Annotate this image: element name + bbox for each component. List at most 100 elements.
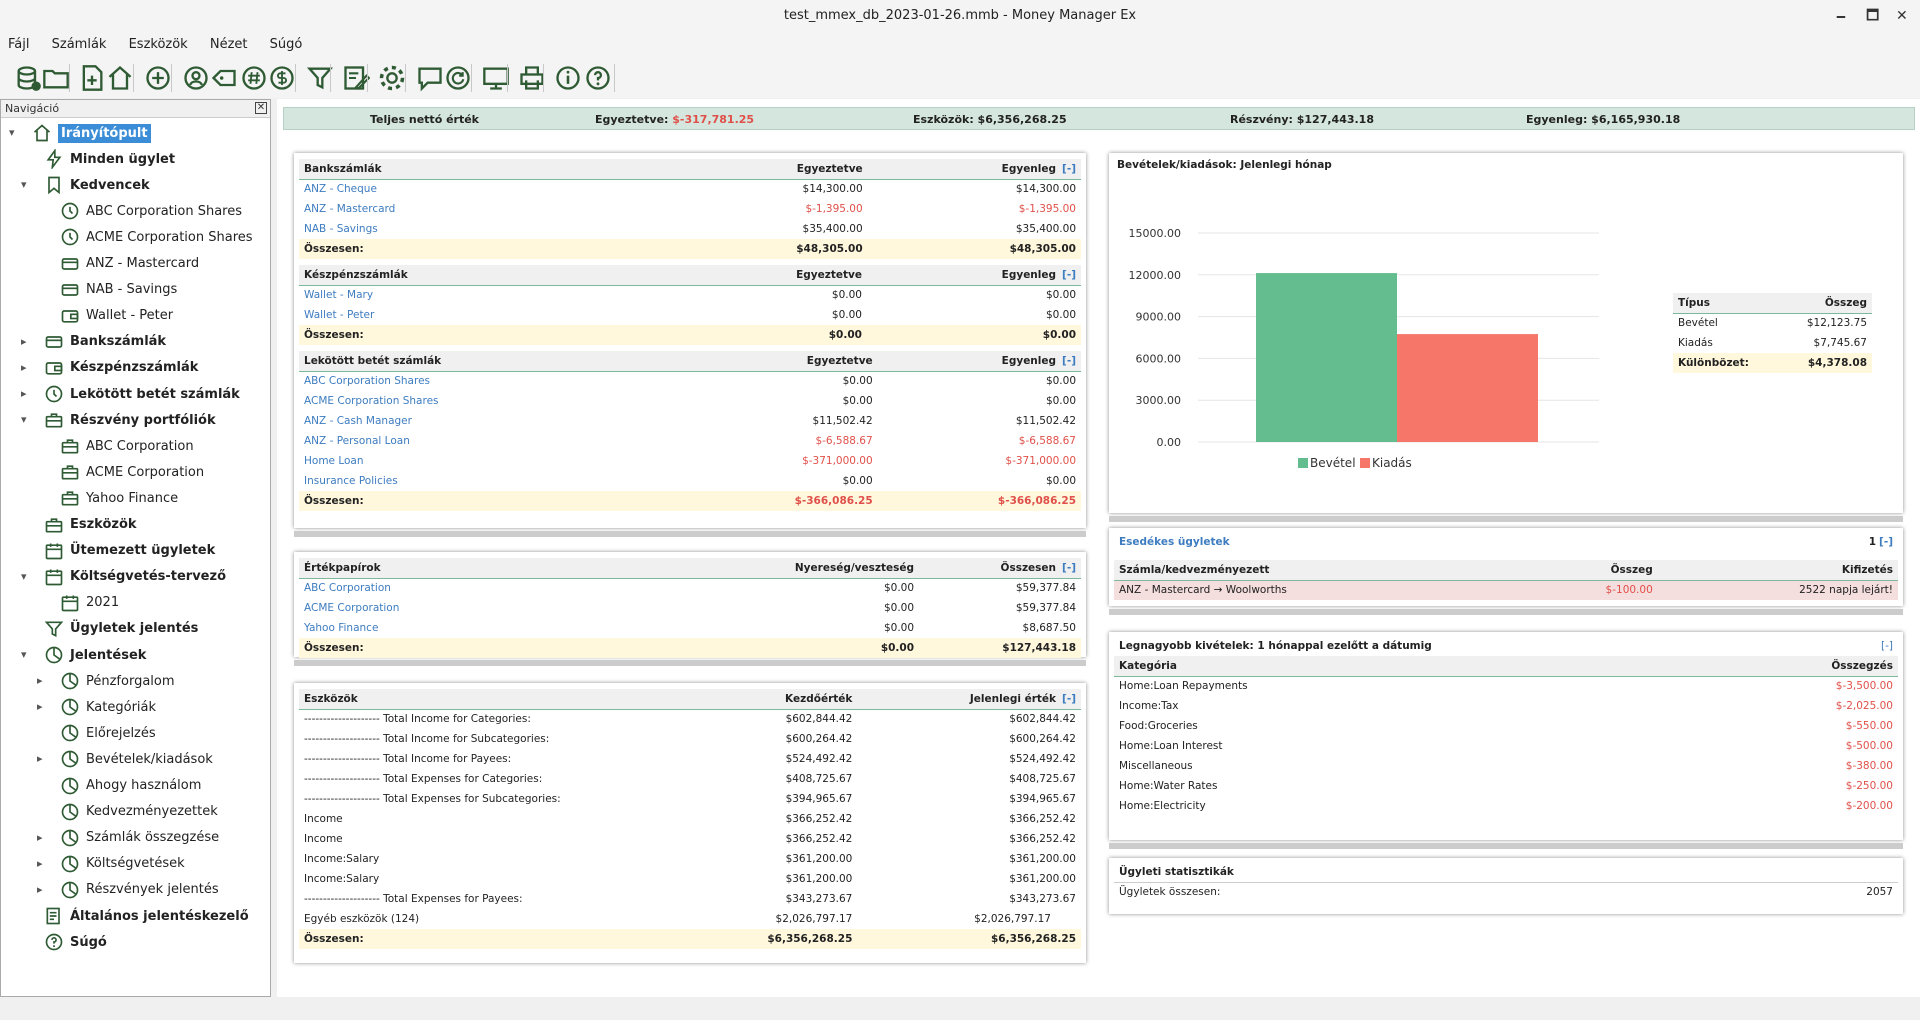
nav-item[interactable]: Előrejelzés xyxy=(59,720,156,746)
nav-item[interactable]: ▸ Készpénzszámlák xyxy=(21,355,198,381)
account-link[interactable]: ACME Corporation Shares xyxy=(304,395,439,407)
nav-item[interactable]: NAB - Savings xyxy=(59,277,177,303)
print-icon[interactable] xyxy=(516,62,548,94)
community-icon[interactable] xyxy=(414,62,446,94)
nav-item[interactable]: ▸ Részvények jelentés xyxy=(37,877,219,903)
transaction-report-icon[interactable] xyxy=(340,62,372,94)
nav-item[interactable]: Ügyletek jelentés xyxy=(43,616,198,642)
bar[interactable] xyxy=(1256,273,1397,442)
income-expense-chart: 15000.00 12000.00 9000.00 6000.00 3000.00 0.0… xyxy=(1129,227,1599,470)
menu-file[interactable]: Fájl xyxy=(8,37,30,52)
chevron-right-icon[interactable]: ▸ xyxy=(37,752,43,766)
chevron-right-icon[interactable]: ▸ xyxy=(37,856,43,870)
account-link[interactable]: ANZ - Cash Manager xyxy=(304,415,412,427)
nav-item[interactable]: ▸ Számlák összegzése xyxy=(37,825,219,851)
new-transaction-icon[interactable] xyxy=(142,62,174,94)
collapse-toggle[interactable]: [-] xyxy=(1062,162,1076,175)
categories-icon[interactable] xyxy=(238,62,270,94)
collapse-toggle[interactable]: [-] xyxy=(1881,640,1893,652)
settings-icon[interactable] xyxy=(376,62,408,94)
account-link[interactable]: Home Loan xyxy=(304,455,364,467)
close-icon[interactable]: ✕ xyxy=(1896,8,1908,24)
nav-item[interactable]: ▸ Költségvetések xyxy=(37,851,185,877)
nav-item[interactable]: Eszközök xyxy=(43,512,137,538)
refresh-icon[interactable] xyxy=(442,62,474,94)
about-icon[interactable] xyxy=(552,62,584,94)
payees-icon[interactable] xyxy=(180,62,212,94)
account-link[interactable]: ABC Corporation Shares xyxy=(304,375,431,388)
nav-item[interactable]: Általános jelentéskezelő xyxy=(43,903,249,929)
table-row[interactable]: ANZ - Mastercard → Woolworths $-100.00 252… xyxy=(1114,580,1898,600)
currencies-icon[interactable] xyxy=(266,62,298,94)
nav-item[interactable]: ▸ Lekötött betét számlák xyxy=(21,381,240,407)
nav-item[interactable]: ▾ Jelentések xyxy=(21,642,146,668)
account-link[interactable]: Wallet - Peter xyxy=(304,309,375,321)
account-link[interactable]: ANZ - Cheque xyxy=(304,183,377,196)
chevron-right-icon[interactable]: ▸ xyxy=(21,387,27,400)
chevron-down-icon[interactable]: ▾ xyxy=(21,569,27,583)
nav-item[interactable]: ▸ Kategóriák xyxy=(37,694,156,720)
due-title[interactable]: Esedékes ügyletek xyxy=(1114,532,1526,552)
new-account-icon[interactable] xyxy=(76,62,108,94)
nav-item[interactable]: 2021 xyxy=(59,590,119,616)
chevron-down-icon[interactable]: ▾ xyxy=(9,126,15,139)
nav-item[interactable]: ▾ Irányítópult xyxy=(9,120,151,146)
nav-item[interactable]: ACME Corporation xyxy=(59,459,204,485)
menu-help[interactable]: Súgó xyxy=(269,37,303,52)
nav-item[interactable]: ▸ Bankszámlák xyxy=(21,329,166,355)
account-link[interactable]: ABC Corporation xyxy=(304,582,391,595)
chevron-right-icon[interactable]: ▸ xyxy=(37,882,43,896)
nav-item[interactable]: ABC Corporation Shares xyxy=(59,198,242,224)
nav-item[interactable]: ▸ Bevételek/kiadások xyxy=(37,746,213,772)
chevron-down-icon[interactable]: ▾ xyxy=(21,178,27,192)
transaction-filter-icon[interactable] xyxy=(304,62,336,94)
close-icon[interactable]: ✕ xyxy=(255,102,267,114)
nav-item[interactable]: ACME Corporation Shares xyxy=(59,224,253,250)
nav-item[interactable]: ▾ Részvény portfóliók xyxy=(21,407,216,433)
open-database-icon[interactable] xyxy=(40,62,72,94)
menu-tools[interactable]: Eszközök xyxy=(128,37,188,52)
nav-item[interactable]: Ahogy használom xyxy=(59,773,201,799)
nav-item[interactable]: ANZ - Mastercard xyxy=(59,251,199,277)
pie-icon xyxy=(59,775,81,797)
nav-item[interactable]: Wallet - Peter xyxy=(59,303,173,329)
nav-item[interactable]: ▸ Pénzforgalom xyxy=(37,668,175,694)
account-link[interactable]: Wallet - Mary xyxy=(304,289,374,302)
menu-accounts[interactable]: Számlák xyxy=(51,37,107,52)
nav-item[interactable]: Ütemezett ügyletek xyxy=(43,538,215,564)
menu-view[interactable]: Nézet xyxy=(209,37,248,52)
nav-item[interactable]: Yahoo Finance xyxy=(59,485,178,511)
collapse-toggle[interactable]: [-] xyxy=(1879,536,1893,548)
tags-icon[interactable] xyxy=(208,62,240,94)
nav-item[interactable]: Kedvezményezettek xyxy=(59,799,218,825)
account-link[interactable]: Insurance Policies xyxy=(304,475,398,487)
new-database-icon[interactable] xyxy=(12,62,44,94)
bar[interactable] xyxy=(1397,334,1538,442)
account-link[interactable]: NAB - Savings xyxy=(304,223,378,235)
help-icon[interactable] xyxy=(582,62,614,94)
nav-item[interactable]: ▾ Költségvetés-tervező xyxy=(21,564,226,590)
chevron-down-icon[interactable]: ▾ xyxy=(21,413,27,427)
chevron-right-icon[interactable]: ▸ xyxy=(21,334,27,348)
dashboard-icon[interactable] xyxy=(104,62,136,94)
value-cell: $394,965.67 xyxy=(785,793,853,805)
nav-item[interactable]: ABC Corporation xyxy=(59,433,194,459)
account-link[interactable]: Yahoo Finance xyxy=(304,622,379,634)
account-link[interactable]: ANZ - Personal Loan xyxy=(304,435,410,447)
account-link[interactable]: ACME Corporation xyxy=(304,602,400,614)
collapse-toggle[interactable]: [-] xyxy=(1062,354,1076,367)
collapse-toggle[interactable]: [-] xyxy=(1062,692,1076,705)
collapse-toggle[interactable]: [-] xyxy=(1062,268,1076,281)
nav-item[interactable]: Súgó xyxy=(43,929,107,955)
collapse-toggle[interactable]: [-] xyxy=(1062,561,1076,574)
minimize-icon[interactable]: 🗕 xyxy=(1836,8,1846,24)
chevron-right-icon[interactable]: ▸ xyxy=(21,360,27,374)
nav-item[interactable]: Minden ügylet xyxy=(43,146,175,172)
chevron-right-icon[interactable]: ▸ xyxy=(37,700,43,714)
chevron-down-icon[interactable]: ▾ xyxy=(21,648,27,661)
nav-item[interactable]: ▾ Kedvencek xyxy=(21,172,150,198)
maximize-icon[interactable]: 🗖 xyxy=(1866,8,1880,24)
account-link[interactable]: ANZ - Mastercard xyxy=(304,203,396,215)
chevron-right-icon[interactable]: ▸ xyxy=(37,830,43,844)
chevron-right-icon[interactable]: ▸ xyxy=(37,674,43,688)
